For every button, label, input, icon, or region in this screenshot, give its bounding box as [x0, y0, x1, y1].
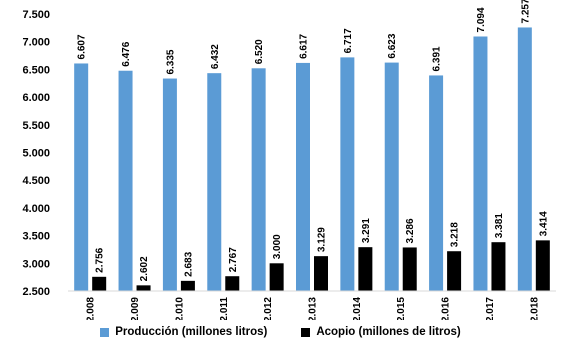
data-label: 6.432: [210, 44, 221, 69]
y-tick-label: 6.000: [22, 92, 50, 104]
x-tick-label: 2.017: [485, 297, 496, 320]
x-tick-label: 2.010: [174, 297, 185, 320]
bar-produccion: [340, 57, 355, 291]
data-label: 3.218: [450, 222, 461, 247]
data-label: 6.607: [77, 34, 88, 59]
y-tick-label: 3.500: [22, 231, 50, 243]
data-label: 6.391: [432, 46, 443, 71]
y-tick-label: 3.000: [22, 258, 50, 270]
data-label: 2.683: [183, 251, 194, 276]
bar-produccion: [384, 62, 399, 291]
bar-acopio: [491, 242, 506, 291]
data-label: 6.335: [165, 49, 176, 74]
data-label: 3.129: [317, 227, 328, 252]
legend-label-produccion: Producción (millones litros): [115, 326, 268, 338]
legend-item-produccion: Producción (millones litros): [100, 326, 267, 338]
x-tick-label: 2.008: [86, 297, 97, 320]
bar-acopio: [136, 285, 151, 291]
data-label: 3.414: [538, 211, 549, 236]
x-tick-label: 2.015: [396, 297, 407, 320]
x-tick-label: 2.014: [352, 297, 363, 320]
data-label: 6.476: [121, 41, 132, 66]
bar-chart: 2.500 3.000 3.500 4.000 4.500 5.000 5.500 6.000…: [22, 0, 556, 320]
data-labels: 6.607 2.756 6.476 2.602 6.335 2.683 6.432 2.767…: [77, 0, 550, 281]
y-tick-label: 4.000: [22, 203, 50, 215]
y-tick-label: 6.500: [22, 64, 50, 76]
bar-acopio: [535, 240, 550, 291]
bar-acopio: [92, 276, 107, 291]
data-label: 6.623: [387, 33, 398, 58]
data-label: 3.000: [272, 234, 283, 259]
bar-produccion: [162, 78, 177, 291]
legend-label-acopio: Acopio (millones de litros): [316, 326, 461, 338]
y-tick-label: 5.000: [22, 148, 50, 160]
bar-produccion: [517, 27, 532, 292]
bar-acopio: [358, 247, 373, 291]
data-label: 3.381: [494, 213, 505, 238]
legend-item-acopio: Acopio (millones de litros): [301, 326, 461, 338]
y-tick-label: 7.500: [22, 9, 50, 21]
data-label: 6.717: [343, 28, 354, 53]
bar-acopio: [314, 256, 328, 291]
data-label: 2.767: [228, 247, 239, 272]
data-label: 6.617: [299, 33, 310, 58]
bar-acopio: [402, 247, 417, 291]
y-tick-label: 2.500: [22, 286, 50, 298]
y-axis: 2.500 3.000 3.500 4.000 4.500 5.000 5.500 6.000…: [22, 9, 50, 298]
bar-produccion: [118, 70, 133, 291]
bar-acopio: [180, 280, 195, 291]
bar-produccion: [296, 62, 310, 292]
data-label: 7.094: [476, 7, 487, 32]
data-label: 2.602: [139, 256, 150, 281]
legend-swatch-produccion: [100, 327, 110, 337]
y-tick-label: 7.000: [22, 37, 50, 49]
x-tick-label: 2.009: [130, 297, 141, 320]
bar-produccion: [429, 75, 444, 291]
x-tick-label: 2.013: [308, 297, 319, 320]
legend-swatch-acopio: [301, 327, 311, 337]
x-tick-label: 2.016: [441, 297, 452, 320]
y-tick-label: 5.500: [22, 120, 50, 132]
y-tick-label: 4.500: [22, 175, 50, 187]
bars: [74, 27, 550, 292]
bar-acopio: [269, 263, 284, 291]
data-label: 3.291: [361, 218, 372, 243]
data-label: 7.257: [520, 0, 531, 23]
bar-produccion: [473, 36, 488, 291]
legend: Producción (millones litros) Acopio (mil…: [0, 326, 561, 338]
x-tick-label: 2.018: [529, 297, 540, 320]
bar-acopio: [225, 276, 240, 291]
data-label: 3.286: [405, 218, 416, 243]
bar-produccion: [251, 68, 266, 292]
x-tick-label: 2.012: [263, 297, 274, 320]
bar-acopio: [447, 251, 462, 291]
bar-produccion: [207, 73, 222, 291]
bar-produccion: [74, 63, 89, 291]
data-label: 2.756: [95, 247, 106, 272]
x-tick-label: 2.011: [219, 297, 230, 320]
x-axis: 2.008 2.009 2.010 2.011 2.012 2.013 2.014 2.015…: [68, 290, 556, 320]
data-label: 6.520: [254, 39, 265, 64]
